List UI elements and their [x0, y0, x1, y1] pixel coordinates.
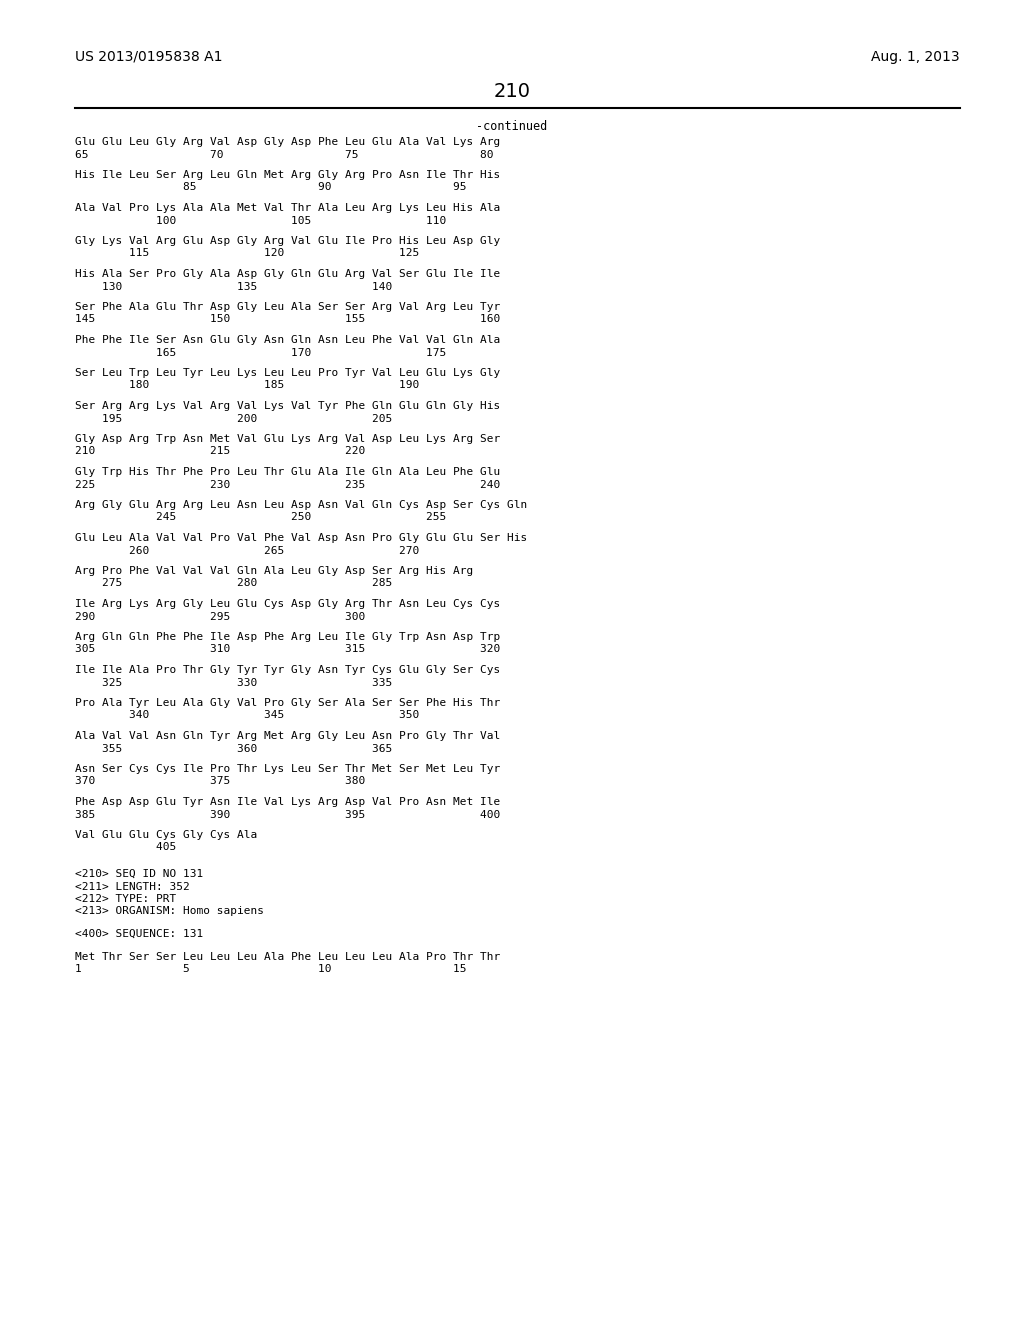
Text: Val Glu Glu Cys Gly Cys Ala: Val Glu Glu Cys Gly Cys Ala	[75, 830, 257, 840]
Text: 290                 295                 300: 290 295 300	[75, 611, 366, 622]
Text: 115                 120                 125: 115 120 125	[75, 248, 419, 259]
Text: Gly Trp His Thr Phe Pro Leu Thr Glu Ala Ile Gln Ala Leu Phe Glu: Gly Trp His Thr Phe Pro Leu Thr Glu Ala …	[75, 467, 501, 477]
Text: Asn Ser Cys Cys Ile Pro Thr Lys Leu Ser Thr Met Ser Met Leu Tyr: Asn Ser Cys Cys Ile Pro Thr Lys Leu Ser …	[75, 764, 501, 774]
Text: Ile Ile Ala Pro Thr Gly Tyr Tyr Gly Asn Tyr Cys Glu Gly Ser Cys: Ile Ile Ala Pro Thr Gly Tyr Tyr Gly Asn …	[75, 665, 501, 675]
Text: Arg Pro Phe Val Val Val Gln Ala Leu Gly Asp Ser Arg His Arg: Arg Pro Phe Val Val Val Gln Ala Leu Gly …	[75, 566, 473, 576]
Text: Ala Val Val Asn Gln Tyr Arg Met Arg Gly Leu Asn Pro Gly Thr Val: Ala Val Val Asn Gln Tyr Arg Met Arg Gly …	[75, 731, 501, 741]
Text: 385                 390                 395                 400: 385 390 395 400	[75, 809, 501, 820]
Text: <212> TYPE: PRT: <212> TYPE: PRT	[75, 894, 176, 904]
Text: His Ile Leu Ser Arg Leu Gln Met Arg Gly Arg Pro Asn Ile Thr His: His Ile Leu Ser Arg Leu Gln Met Arg Gly …	[75, 170, 501, 180]
Text: 195                 200                 205: 195 200 205	[75, 413, 392, 424]
Text: 85                  90                  95: 85 90 95	[75, 182, 467, 193]
Text: 165                 170                 175: 165 170 175	[75, 347, 446, 358]
Text: His Ala Ser Pro Gly Ala Asp Gly Gln Glu Arg Val Ser Glu Ile Ile: His Ala Ser Pro Gly Ala Asp Gly Gln Glu …	[75, 269, 501, 279]
Text: 305                 310                 315                 320: 305 310 315 320	[75, 644, 501, 655]
Text: 210                 215                 220: 210 215 220	[75, 446, 366, 457]
Text: 100                 105                 110: 100 105 110	[75, 215, 446, 226]
Text: Aug. 1, 2013: Aug. 1, 2013	[871, 50, 961, 63]
Text: Phe Asp Asp Glu Tyr Asn Ile Val Lys Arg Asp Val Pro Asn Met Ile: Phe Asp Asp Glu Tyr Asn Ile Val Lys Arg …	[75, 797, 501, 807]
Text: Pro Ala Tyr Leu Ala Gly Val Pro Gly Ser Ala Ser Ser Phe His Thr: Pro Ala Tyr Leu Ala Gly Val Pro Gly Ser …	[75, 698, 501, 708]
Text: Arg Gln Gln Phe Phe Ile Asp Phe Arg Leu Ile Gly Trp Asn Asp Trp: Arg Gln Gln Phe Phe Ile Asp Phe Arg Leu …	[75, 632, 501, 642]
Text: Glu Leu Ala Val Val Pro Val Phe Val Asp Asn Pro Gly Glu Glu Ser His: Glu Leu Ala Val Val Pro Val Phe Val Asp …	[75, 533, 527, 543]
Text: Arg Gly Glu Arg Arg Leu Asn Leu Asp Asn Val Gln Cys Asp Ser Cys Gln: Arg Gly Glu Arg Arg Leu Asn Leu Asp Asn …	[75, 500, 527, 510]
Text: 180                 185                 190: 180 185 190	[75, 380, 419, 391]
Text: Gly Lys Val Arg Glu Asp Gly Arg Val Glu Ile Pro His Leu Asp Gly: Gly Lys Val Arg Glu Asp Gly Arg Val Glu …	[75, 236, 501, 246]
Text: 275                 280                 285: 275 280 285	[75, 578, 392, 589]
Text: Ser Leu Trp Leu Tyr Leu Lys Leu Leu Pro Tyr Val Leu Glu Lys Gly: Ser Leu Trp Leu Tyr Leu Lys Leu Leu Pro …	[75, 368, 501, 378]
Text: 145                 150                 155                 160: 145 150 155 160	[75, 314, 501, 325]
Text: Met Thr Ser Ser Leu Leu Leu Ala Phe Leu Leu Leu Ala Pro Thr Thr: Met Thr Ser Ser Leu Leu Leu Ala Phe Leu …	[75, 952, 501, 961]
Text: Phe Phe Ile Ser Asn Glu Gly Asn Gln Asn Leu Phe Val Val Gln Ala: Phe Phe Ile Ser Asn Glu Gly Asn Gln Asn …	[75, 335, 501, 345]
Text: 1               5                   10                  15: 1 5 10 15	[75, 964, 467, 974]
Text: Ile Arg Lys Arg Gly Leu Glu Cys Asp Gly Arg Thr Asn Leu Cys Cys: Ile Arg Lys Arg Gly Leu Glu Cys Asp Gly …	[75, 599, 501, 609]
Text: <400> SEQUENCE: 131: <400> SEQUENCE: 131	[75, 929, 203, 939]
Text: Ala Val Pro Lys Ala Ala Met Val Thr Ala Leu Arg Lys Leu His Ala: Ala Val Pro Lys Ala Ala Met Val Thr Ala …	[75, 203, 501, 213]
Text: 355                 360                 365: 355 360 365	[75, 743, 392, 754]
Text: Ser Phe Ala Glu Thr Asp Gly Leu Ala Ser Ser Arg Val Arg Leu Tyr: Ser Phe Ala Glu Thr Asp Gly Leu Ala Ser …	[75, 302, 501, 312]
Text: 370                 375                 380: 370 375 380	[75, 776, 366, 787]
Text: 210: 210	[494, 82, 530, 102]
Text: 260                 265                 270: 260 265 270	[75, 545, 419, 556]
Text: Ser Arg Arg Lys Val Arg Val Lys Val Tyr Phe Gln Glu Gln Gly His: Ser Arg Arg Lys Val Arg Val Lys Val Tyr …	[75, 401, 501, 411]
Text: 405: 405	[75, 842, 176, 853]
Text: Gly Asp Arg Trp Asn Met Val Glu Lys Arg Val Asp Leu Lys Arg Ser: Gly Asp Arg Trp Asn Met Val Glu Lys Arg …	[75, 434, 501, 444]
Text: US 2013/0195838 A1: US 2013/0195838 A1	[75, 50, 222, 63]
Text: 65                  70                  75                  80: 65 70 75 80	[75, 149, 494, 160]
Text: <213> ORGANISM: Homo sapiens: <213> ORGANISM: Homo sapiens	[75, 907, 264, 916]
Text: Glu Glu Leu Gly Arg Val Asp Gly Asp Phe Leu Glu Ala Val Lys Arg: Glu Glu Leu Gly Arg Val Asp Gly Asp Phe …	[75, 137, 501, 147]
Text: 340                 345                 350: 340 345 350	[75, 710, 419, 721]
Text: 130                 135                 140: 130 135 140	[75, 281, 392, 292]
Text: 225                 230                 235                 240: 225 230 235 240	[75, 479, 501, 490]
Text: 325                 330                 335: 325 330 335	[75, 677, 392, 688]
Text: <211> LENGTH: 352: <211> LENGTH: 352	[75, 882, 189, 891]
Text: -continued: -continued	[476, 120, 548, 133]
Text: <210> SEQ ID NO 131: <210> SEQ ID NO 131	[75, 869, 203, 879]
Text: 245                 250                 255: 245 250 255	[75, 512, 446, 523]
